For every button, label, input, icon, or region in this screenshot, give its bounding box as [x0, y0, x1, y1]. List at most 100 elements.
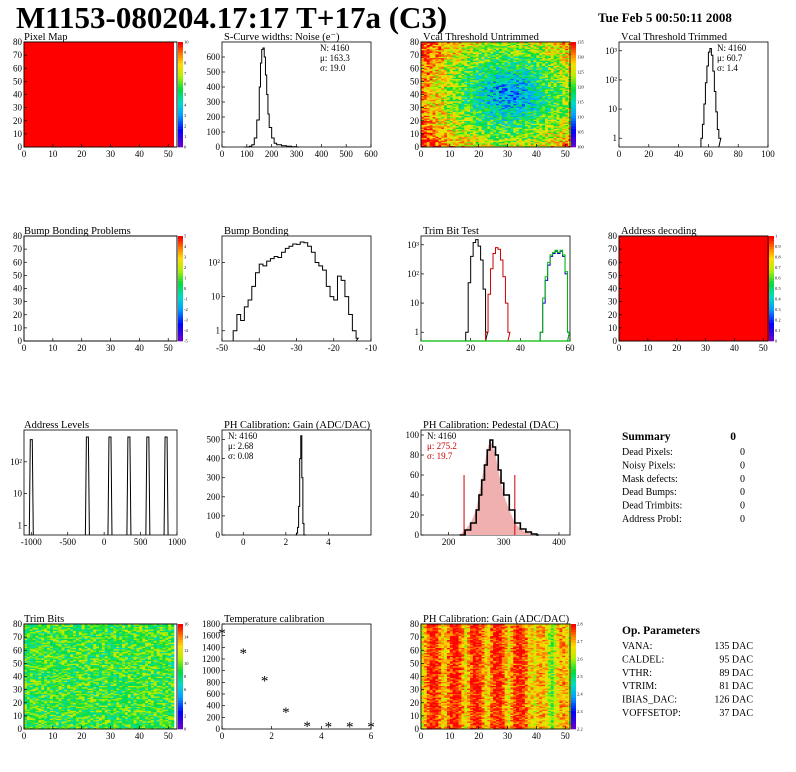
heatmap-cell: [553, 105, 557, 107]
heatmap-cell: [553, 56, 557, 59]
heatmap-cell: [553, 61, 557, 64]
heatmap-cell: [507, 97, 511, 99]
heatmap-cell: [35, 672, 39, 675]
heatmap-cell: [556, 89, 560, 91]
heatmap-cell: [461, 47, 465, 49]
heatmap-cell: [521, 78, 526, 81]
colorbar-tick-label: 5: [184, 234, 187, 239]
heatmap-cell: [559, 64, 563, 66]
heatmap-cell: [559, 69, 563, 72]
heatmap-cell: [444, 103, 448, 106]
heatmap-cell: [458, 126, 462, 128]
heatmap-cell: [562, 132, 566, 135]
table-row-value: 0: [740, 487, 745, 498]
heatmap-cell: [455, 69, 459, 72]
heatmap-cell: [559, 141, 563, 144]
y-tick-label: 600: [207, 52, 221, 62]
heatmap-cell: [498, 136, 503, 139]
heatmap-cell: [449, 111, 454, 114]
heatmap-cell: [498, 84, 503, 86]
heatmap-cell: [467, 107, 471, 110]
heatmap-cell: [553, 84, 557, 86]
heatmap-cell: [24, 667, 28, 669]
heatmap-cell: [26, 654, 31, 656]
heatmap-cell: [530, 131, 534, 133]
heatmap-cell: [536, 80, 540, 82]
heatmap-cell: [452, 127, 456, 129]
heatmap-cell: [444, 101, 448, 103]
heatmap-cell: [550, 81, 554, 83]
heatmap-cell: [507, 89, 511, 91]
heatmap-cell: [467, 65, 471, 68]
heatmap-cell: [432, 135, 436, 137]
heatmap-cell: [429, 52, 433, 55]
heatmap-cell: [470, 77, 474, 80]
heatmap-cell: [547, 47, 552, 49]
heatmap-cell: [507, 59, 511, 61]
heatmap-cell: [467, 98, 471, 101]
heatmap-cell: [524, 61, 529, 64]
heatmap-cell: [35, 702, 39, 705]
heatmap-cell: [475, 145, 479, 148]
heatmap-cell: [435, 48, 439, 51]
x-tick-label: 30: [106, 343, 116, 353]
heatmap-cell: [467, 64, 471, 66]
heatmap-cell: [461, 126, 465, 128]
heatmap-cell: [521, 106, 526, 108]
heatmap-cell: [429, 119, 433, 122]
heatmap-cell: [458, 141, 462, 144]
heatmap-cell: [446, 128, 451, 131]
heatmap-cell: [496, 97, 500, 99]
x-tick-label: 600: [364, 149, 378, 159]
heatmap-cell: [547, 44, 552, 47]
heatmap-cell: [449, 76, 454, 78]
heatmap-cell: [423, 98, 428, 101]
heatmap-cell: [519, 106, 523, 108]
heatmap-cell: [35, 683, 39, 685]
colorbar-cell: [769, 338, 774, 342]
heatmap-cell: [521, 98, 526, 101]
heatmap-cell: [510, 123, 514, 125]
heatmap-cell: [35, 669, 39, 672]
colorbar-cell: [571, 76, 576, 80]
heatmap-cell: [524, 112, 529, 115]
heatmap-cell: [32, 627, 36, 630]
heatmap-cell: [484, 143, 488, 145]
heatmap-cell: [556, 106, 560, 108]
heatmap-cell: [475, 64, 479, 66]
heatmap-cell: [423, 139, 428, 141]
heatmap-cell: [524, 124, 529, 127]
heatmap-cell: [475, 84, 479, 86]
heatmap-cell: [432, 116, 436, 119]
heatmap-cell: [521, 105, 526, 107]
heatmap-cell: [475, 119, 479, 122]
heatmap-cell: [490, 66, 494, 69]
heatmap-cell: [444, 126, 448, 128]
heatmap-cell: [446, 120, 451, 123]
heatmap-cell: [421, 66, 425, 69]
heatmap-cell: [553, 78, 557, 81]
colorbar-tick-label: 4: [184, 244, 187, 249]
heatmap-cell: [539, 69, 543, 72]
stats-line: μ: 60.7: [717, 53, 743, 63]
heatmap-cell: [556, 140, 560, 143]
heatmap-cell: [32, 713, 36, 715]
heatmap-cell: [26, 650, 31, 652]
heatmap-cell: [449, 115, 454, 118]
heatmap-cell: [545, 56, 549, 59]
heatmap-cell: [446, 99, 451, 102]
heatmap-cell: [553, 85, 557, 87]
heatmap-cell: [539, 91, 543, 94]
heatmap-cell: [478, 144, 482, 146]
heatmap-cell: [513, 123, 517, 125]
heatmap-cell: [438, 52, 442, 55]
heatmap-cell: [524, 42, 529, 44]
heatmap-cell: [562, 43, 566, 45]
heatmap-cell: [24, 638, 28, 641]
colorbar-cell: [769, 238, 774, 242]
heatmap-cell: [559, 60, 563, 62]
heatmap-cell: [501, 48, 505, 51]
heatmap-cell: [510, 57, 514, 60]
heatmap-cell: [501, 118, 505, 120]
